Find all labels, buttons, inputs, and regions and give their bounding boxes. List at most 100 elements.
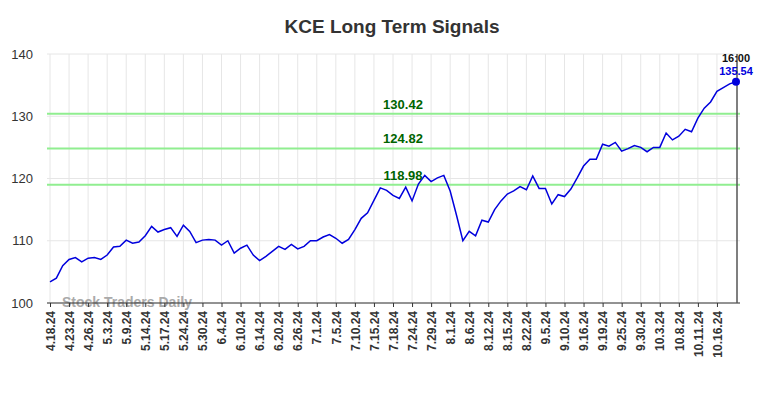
x-tick-label: 10.11.24 — [692, 311, 706, 357]
x-tick: 8.15.24 — [501, 303, 515, 351]
x-grid-line — [450, 54, 451, 303]
x-tick: 9.25.24 — [615, 303, 629, 351]
x-tick-label: 5.9.24 — [120, 311, 134, 345]
x-tick-label: 8.22.24 — [520, 311, 534, 351]
last-point-marker-line — [736, 54, 738, 303]
x-tick-label: 7.10.24 — [349, 311, 363, 351]
y-tick: 120 — [11, 171, 47, 186]
x-tick: 5.3.24 — [101, 303, 115, 344]
level-line — [47, 113, 740, 115]
x-tick: 4.23.24 — [63, 303, 77, 351]
x-tick-label: 5.3.24 — [101, 311, 115, 345]
x-tick: 9.16.24 — [577, 303, 591, 351]
level-line — [47, 184, 740, 186]
x-grid-line — [202, 54, 203, 303]
x-tick-mark — [469, 303, 470, 307]
x-tick: 5.30.24 — [196, 303, 210, 351]
x-grid-line — [564, 54, 565, 303]
x-grid-line — [697, 54, 698, 303]
x-tick-mark — [202, 303, 203, 307]
x-grid-line — [335, 54, 336, 303]
y-tick-label: 130 — [11, 109, 33, 124]
x-tick: 7.10.24 — [349, 303, 363, 351]
x-grid-line — [259, 54, 260, 303]
x-grid-line — [50, 54, 51, 303]
title: KCE Long Term Signals — [284, 16, 499, 37]
price-line — [50, 82, 736, 282]
x-tick-label: 9.10.24 — [558, 311, 572, 351]
x-grid-line — [145, 54, 146, 303]
chart: KCE Long Term Signals Stock Traders Daily… — [0, 0, 784, 398]
x-tick-mark — [679, 303, 680, 307]
x-tick-label: 6.26.24 — [291, 311, 305, 351]
x-tick: 10.16.24 — [711, 303, 725, 358]
x-tick-mark — [641, 303, 642, 307]
x-tick-mark — [50, 303, 51, 307]
y-tick-label: 140 — [11, 47, 33, 62]
level-label: 118.98 — [383, 168, 422, 183]
x-tick-mark — [88, 303, 89, 307]
x-tick: 6.4.24 — [215, 303, 229, 344]
x-tick: 5.24.24 — [177, 303, 191, 351]
x-tick-label: 5.24.24 — [177, 311, 191, 351]
x-tick: 4.26.24 — [82, 303, 96, 351]
x-grid-line — [621, 54, 622, 303]
x-grid-line — [488, 54, 489, 303]
y-axis: 100 110 120 130 140 — [11, 47, 47, 311]
x-tick: 6.26.24 — [291, 303, 305, 351]
x-tick-mark — [298, 303, 299, 307]
x-tick: 4.18.24 — [44, 303, 58, 351]
x-tick-label: 7.24.24 — [406, 311, 420, 351]
x-tick-label: 10.8.24 — [673, 311, 687, 351]
x-tick-label: 9.5.24 — [539, 311, 553, 345]
x-tick-label: 5.14.24 — [139, 311, 153, 351]
y-tick: 110 — [12, 233, 47, 248]
x-grid-line — [507, 54, 508, 303]
x-grid-line — [678, 54, 679, 303]
y-tick-label: 110 — [12, 233, 33, 248]
x-tick-mark — [317, 303, 318, 307]
y-tick-label: 100 — [11, 296, 33, 311]
x-tick-mark — [260, 303, 261, 307]
x-tick-label: 7.5.24 — [330, 311, 344, 345]
x-tick-label: 9.16.24 — [577, 311, 591, 351]
x-tick-mark — [393, 303, 394, 307]
x-tick: 7.5.24 — [330, 303, 344, 344]
x-tick-mark — [222, 303, 223, 307]
x-tick-mark — [69, 303, 70, 307]
x-tick-mark — [660, 303, 661, 307]
x-tick-label: 9.30.24 — [634, 311, 648, 351]
x-tick: 9.30.24 — [634, 303, 648, 351]
x-grid-line — [221, 54, 222, 303]
x-grid-line — [659, 54, 660, 303]
x-tick-mark — [355, 303, 356, 307]
x-tick-label: 7.1.24 — [310, 311, 324, 345]
x-grid-line — [278, 54, 279, 303]
x-grid-line — [164, 54, 165, 303]
x-grid-line — [640, 54, 641, 303]
x-grid-line — [545, 54, 546, 303]
x-tick-mark — [241, 303, 242, 307]
x-tick-mark — [183, 303, 184, 307]
x-tick-mark — [603, 303, 604, 307]
x-tick: 5.17.24 — [158, 303, 172, 351]
x-tick-label: 8.1.24 — [444, 311, 458, 345]
x-tick: 10.11.24 — [692, 303, 706, 357]
x-grid-line — [602, 54, 603, 303]
x-grid-line — [373, 54, 374, 303]
x-grid-line — [88, 54, 89, 303]
y-tick: 140 — [11, 47, 47, 62]
x-tick-mark — [126, 303, 127, 307]
x-tick-label: 4.18.24 — [44, 311, 58, 351]
x-tick-mark — [145, 303, 146, 307]
watermark: Stock Traders Daily — [62, 294, 192, 310]
x-tick: 9.19.24 — [596, 303, 610, 351]
x-tick-label: 10.3.24 — [653, 311, 667, 351]
last-value-label: 135.54 — [719, 65, 754, 77]
x-tick-mark — [545, 303, 546, 307]
x-tick: 9.10.24 — [558, 303, 572, 351]
x-tick-mark — [488, 303, 489, 307]
x-tick: 6.14.24 — [253, 303, 267, 351]
x-axis: 4.18.24 4.23.24 4.26.24 5.3.24 5.9.24 5.14.24… — [44, 303, 740, 358]
x-grid-line — [297, 54, 298, 303]
